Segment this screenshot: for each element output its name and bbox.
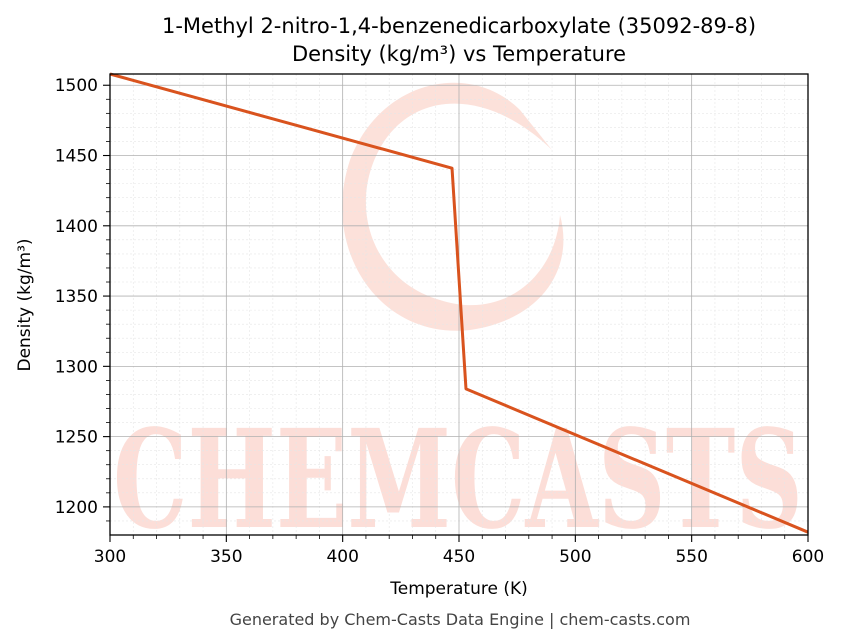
y-tick-label: 1500 bbox=[55, 76, 98, 96]
x-axis-label: Temperature (K) bbox=[389, 579, 528, 599]
x-tick-label: 600 bbox=[792, 547, 824, 567]
x-tick-label: 450 bbox=[443, 547, 475, 567]
plot-frame bbox=[109, 73, 809, 536]
series-layer bbox=[109, 72, 809, 534]
x-tick-label: 400 bbox=[326, 547, 358, 567]
watermark-text: CHEMCASTS bbox=[113, 400, 803, 560]
y-tick-label: 1400 bbox=[55, 217, 98, 237]
watermark: CHEMCASTS bbox=[113, 82, 803, 560]
x-tick-label: 500 bbox=[559, 547, 591, 567]
y-tick-label: 1350 bbox=[55, 287, 98, 307]
density-series-line bbox=[109, 72, 809, 534]
footer-credit: Generated by Chem-Casts Data Engine | ch… bbox=[230, 610, 691, 629]
chart-subtitle: Density (kg/m³) vs Temperature bbox=[292, 42, 626, 66]
x-tick-label: 350 bbox=[210, 547, 242, 567]
ticks-layer: 300 350 400 450 500 550 600 1200 1250 1300 1350 140… bbox=[55, 76, 824, 567]
y-tick-label: 1300 bbox=[55, 357, 98, 377]
y-tick-label: 1450 bbox=[55, 147, 98, 167]
y-tick-label: 1200 bbox=[55, 498, 98, 518]
y-tick-label: 1250 bbox=[55, 428, 98, 448]
y-axis-label: Density (kg/m³) bbox=[15, 238, 35, 371]
x-tick-label: 550 bbox=[675, 547, 707, 567]
chart-title: 1-Methyl 2-nitro-1,4-benzenedicarboxylat… bbox=[162, 14, 756, 38]
x-tick-label: 300 bbox=[94, 547, 126, 567]
